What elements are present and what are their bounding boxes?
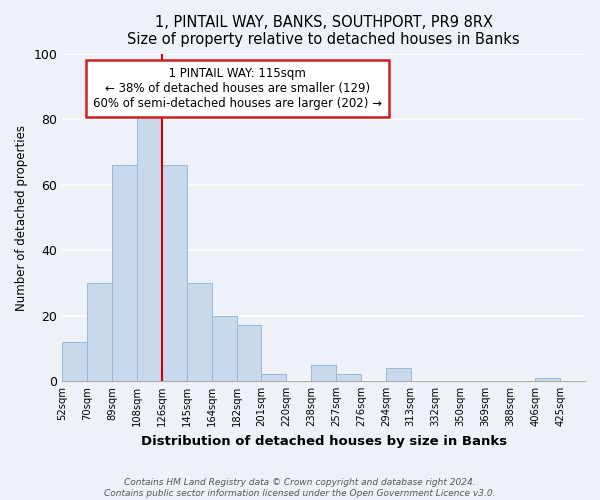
Bar <box>162 165 187 381</box>
Bar <box>311 364 336 381</box>
X-axis label: Distribution of detached houses by size in Banks: Distribution of detached houses by size … <box>140 434 507 448</box>
Bar <box>212 316 236 381</box>
Bar <box>236 326 262 381</box>
Y-axis label: Number of detached properties: Number of detached properties <box>15 124 28 310</box>
Bar <box>262 374 286 381</box>
Text: Contains HM Land Registry data © Crown copyright and database right 2024.
Contai: Contains HM Land Registry data © Crown c… <box>104 478 496 498</box>
Bar <box>386 368 411 381</box>
Bar <box>112 165 137 381</box>
Bar <box>187 283 212 381</box>
Bar <box>336 374 361 381</box>
Text: 1 PINTAIL WAY: 115sqm  
← 38% of detached houses are smaller (129)
60% of semi-d: 1 PINTAIL WAY: 115sqm ← 38% of detached … <box>93 67 382 110</box>
Bar <box>137 106 162 381</box>
Bar <box>62 342 87 381</box>
Title: 1, PINTAIL WAY, BANKS, SOUTHPORT, PR9 8RX
Size of property relative to detached : 1, PINTAIL WAY, BANKS, SOUTHPORT, PR9 8R… <box>127 15 520 48</box>
Bar <box>535 378 560 381</box>
Bar <box>87 283 112 381</box>
